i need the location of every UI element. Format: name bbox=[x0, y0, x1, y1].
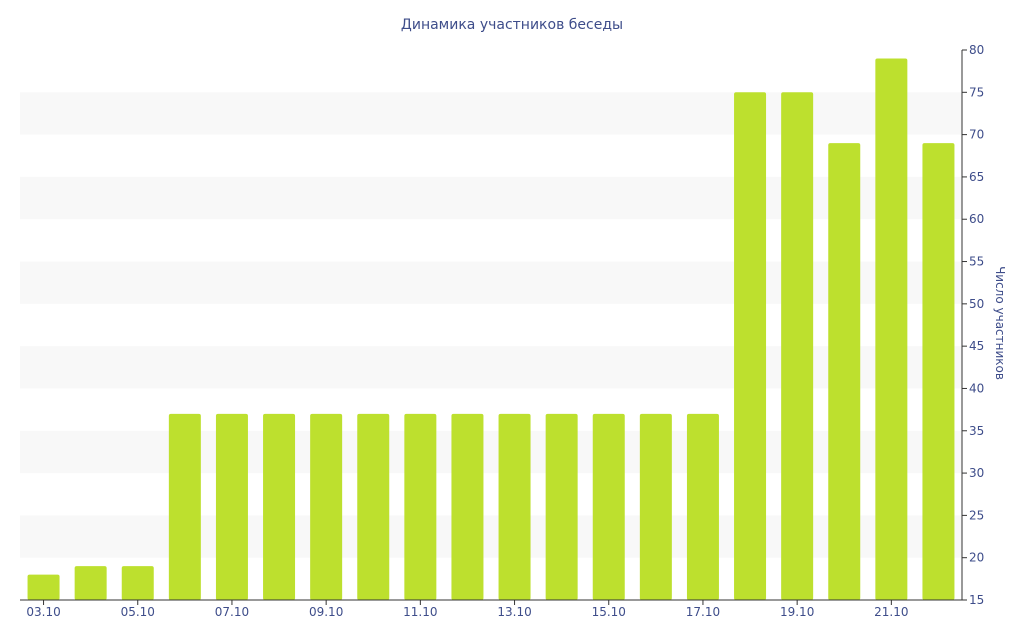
y-axis-ticks: 15 20 25 30 35 40 45 50 55 60 65 70 75 80 bbox=[962, 43, 984, 607]
grid-band bbox=[20, 430, 962, 474]
bar bbox=[922, 143, 955, 601]
bar bbox=[639, 413, 672, 600]
y-axis-title: Число участников bbox=[993, 266, 1007, 380]
x-tick-label: 15.10 bbox=[592, 605, 626, 619]
y-tick-label: 25 bbox=[969, 508, 984, 522]
bars bbox=[27, 58, 955, 601]
y-tick-label: 50 bbox=[969, 297, 984, 311]
x-tick-label: 11.10 bbox=[403, 605, 437, 619]
x-tick-label: 19.10 bbox=[780, 605, 814, 619]
grid-band bbox=[20, 346, 962, 389]
bar bbox=[404, 413, 437, 600]
y-tick-label: 40 bbox=[969, 381, 984, 395]
bar bbox=[27, 574, 60, 600]
y-tick-label: 65 bbox=[969, 170, 984, 184]
y-tick-label: 20 bbox=[969, 551, 984, 565]
bar bbox=[498, 413, 531, 600]
y-tick-label: 45 bbox=[969, 339, 984, 353]
grid-band bbox=[20, 261, 962, 304]
grid-bands bbox=[20, 92, 962, 558]
x-tick-label: 03.10 bbox=[26, 605, 60, 619]
y-tick-label: 75 bbox=[969, 85, 984, 99]
bar bbox=[734, 92, 767, 601]
x-tick-label: 07.10 bbox=[215, 605, 249, 619]
x-tick-label: 13.10 bbox=[497, 605, 531, 619]
bar bbox=[828, 143, 861, 601]
bar bbox=[74, 566, 107, 600]
grid-band bbox=[20, 176, 962, 220]
grid-band bbox=[20, 92, 962, 135]
bar bbox=[592, 413, 625, 600]
bar bbox=[310, 413, 343, 600]
y-tick-label: 80 bbox=[969, 43, 984, 57]
bar bbox=[545, 413, 578, 600]
y-tick-label: 55 bbox=[969, 255, 984, 269]
y-tick-label: 70 bbox=[969, 128, 984, 142]
x-tick-label: 09.10 bbox=[309, 605, 343, 619]
grid-band bbox=[20, 515, 962, 558]
x-tick-label: 21.10 bbox=[874, 605, 908, 619]
y-tick-label: 35 bbox=[969, 424, 984, 438]
bar bbox=[781, 92, 814, 601]
x-axis-ticks: 03.10 05.10 07.10 09.10 11.10 13.10 15.10 17.10… bbox=[26, 600, 909, 619]
bar bbox=[875, 58, 908, 600]
y-tick-label: 60 bbox=[969, 212, 984, 226]
x-tick-label: 05.10 bbox=[121, 605, 155, 619]
bar bbox=[121, 566, 154, 600]
bar bbox=[215, 413, 248, 600]
bar bbox=[686, 413, 719, 600]
chart-title: Динамика участников беседы bbox=[401, 17, 623, 33]
y-tick-label: 30 bbox=[969, 466, 984, 480]
y-tick-label: 15 bbox=[969, 593, 984, 607]
bar bbox=[357, 413, 390, 600]
bar bbox=[168, 413, 201, 600]
bar bbox=[451, 413, 484, 600]
x-tick-label: 17.10 bbox=[686, 605, 720, 619]
bar bbox=[263, 413, 296, 600]
